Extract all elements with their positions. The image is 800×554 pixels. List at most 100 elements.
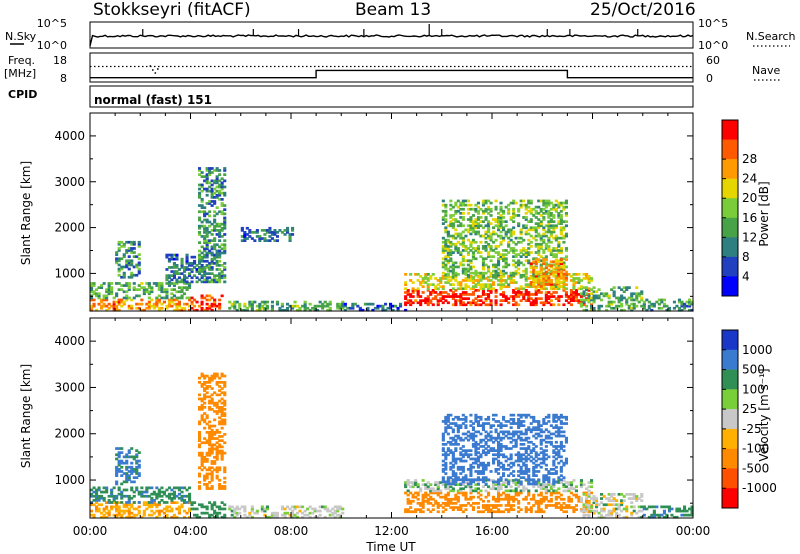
data-cell: [552, 228, 556, 232]
data-cell: [524, 438, 528, 442]
data-cell: [542, 449, 546, 452]
data-cell: [492, 497, 496, 501]
data-cell: [600, 513, 604, 517]
data-cell: [597, 304, 601, 308]
data-cell: [424, 297, 428, 300]
data-cell: [157, 501, 161, 504]
data-cell: [213, 468, 217, 472]
data-cell: [615, 499, 619, 502]
data-cell: [484, 232, 488, 236]
data-cell: [167, 494, 171, 498]
data-cell: [198, 481, 202, 484]
data-cell: [549, 436, 553, 440]
nsky-label: N.Sky: [5, 30, 37, 43]
data-cell: [203, 437, 207, 440]
data-cell: [263, 300, 267, 304]
data-cell: [137, 253, 141, 256]
data-cell: [215, 189, 219, 193]
data-cell: [471, 428, 475, 432]
data-cell: [512, 240, 516, 244]
data-cell: [117, 247, 121, 250]
data-cell: [524, 289, 528, 292]
data-cell: [449, 253, 453, 256]
data-cell: [507, 285, 511, 288]
data-cell: [243, 308, 247, 312]
data-cell: [223, 249, 227, 253]
data-cell: [617, 300, 621, 304]
data-cell: [487, 279, 491, 282]
data-cell: [552, 504, 556, 507]
data-cell: [527, 453, 531, 457]
data-cell: [125, 515, 129, 519]
data-cell: [544, 478, 548, 482]
data-cell: [404, 273, 408, 276]
data-cell: [152, 306, 156, 310]
data-cell: [487, 224, 491, 228]
data-cell: [544, 504, 548, 507]
data-cell: [250, 302, 254, 306]
data-cell: [564, 276, 568, 280]
data-cell: [449, 240, 453, 244]
data-cell: [562, 434, 566, 438]
data-cell: [522, 295, 526, 298]
data-cell: [203, 511, 207, 515]
data-cell: [534, 242, 538, 246]
data-cell: [220, 181, 224, 185]
data-cell: [504, 420, 508, 423]
data-cell: [386, 306, 390, 310]
data-cell: [205, 202, 209, 205]
data-cell: [223, 218, 227, 222]
data-cell: [459, 253, 463, 256]
data-cell: [449, 451, 453, 454]
data-cell: [429, 495, 433, 499]
data-cell: [200, 245, 204, 249]
data-cell: [137, 463, 141, 467]
data-cell: [532, 418, 536, 421]
data-cell: [557, 430, 561, 434]
data-cell: [451, 267, 455, 271]
data-cell: [127, 255, 131, 258]
data-cell: [245, 308, 249, 312]
data-cell: [436, 481, 440, 484]
data-cell: [562, 476, 566, 479]
data-cell: [527, 205, 531, 209]
data-cell: [454, 438, 458, 442]
data-cell: [459, 224, 463, 228]
data-cell: [170, 278, 174, 282]
data-cell: [532, 266, 536, 270]
data-cell: [215, 251, 219, 255]
data-cell: [481, 226, 485, 230]
data-cell: [471, 301, 475, 305]
data-cell: [110, 492, 114, 496]
data-cell: [132, 468, 136, 471]
data-cell: [527, 502, 531, 505]
data-cell: [258, 304, 262, 308]
data-cell: [507, 240, 511, 244]
data-cell: [213, 410, 217, 413]
data-cell: [223, 224, 227, 228]
data-cell: [557, 220, 561, 223]
data-cell: [157, 282, 161, 285]
data-cell: [130, 503, 134, 507]
data-cell: [494, 289, 498, 292]
data-cell: [336, 505, 340, 509]
data-cell: [461, 216, 465, 219]
data-cell: [637, 300, 641, 304]
data-cell: [210, 193, 214, 197]
data-cell: [514, 430, 518, 434]
data-cell: [218, 416, 222, 420]
data-cell: [125, 240, 129, 244]
data-cell: [223, 401, 227, 405]
data-cell: [474, 487, 478, 491]
data-cell: [127, 470, 131, 473]
data-cell: [534, 482, 538, 486]
data-cell: [557, 274, 561, 278]
data-cell: [524, 251, 528, 254]
data-cell: [155, 304, 159, 308]
data-cell: [552, 418, 556, 421]
data-cell: [142, 511, 146, 515]
data-cell: [552, 432, 556, 436]
data-cell: [587, 293, 591, 296]
data-cell: [534, 285, 538, 288]
